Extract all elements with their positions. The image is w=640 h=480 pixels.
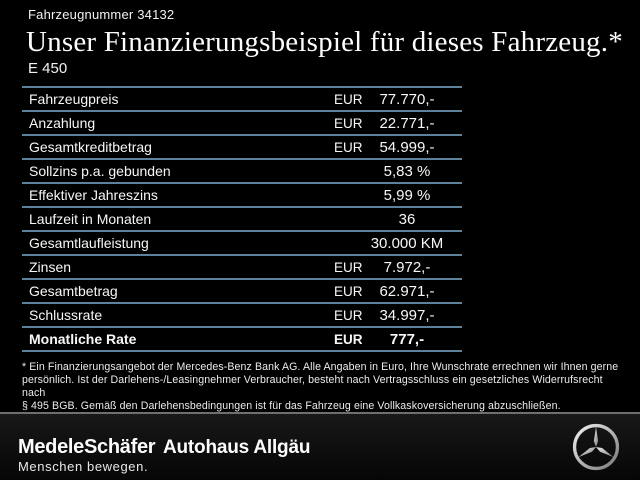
table-row: Effektiver Jahreszins 5,99 % [22,182,462,206]
table-row: Gesamtlaufleistung 30.000 KM [22,230,462,254]
row-currency: EUR [334,115,363,131]
row-value: 5,99 % [383,186,431,204]
row-value: 62.971,- [379,282,435,300]
row-label: Zinsen [29,259,72,275]
vehicle-number: Fahrzeugnummer 34132 [28,7,175,22]
row-value: 34.997,- [379,306,435,324]
row-currency: EUR [334,283,363,299]
footnote-line: * Ein Finanzierungsangebot der Mercedes-… [22,361,619,373]
row-value: 36 [398,210,416,228]
mercedes-benz-star-icon [572,423,620,471]
row-value: 777,- [389,330,425,348]
row-label: Gesamtkreditbetrag [29,139,152,155]
dealer-secondary-logo: Autohaus Allgäu [163,437,311,458]
row-currency: EUR [334,139,363,155]
row-label: Gesamtlaufleistung [29,235,149,251]
dealer-logo: MedeleSchäfer [18,436,156,458]
footer-divider [0,412,640,414]
table-row: Sollzins p.a. gebunden 5,83 % [22,158,462,182]
row-value: 54.999,- [379,138,435,156]
table-row: Gesamtkreditbetrag EUR 54.999,- [22,134,462,158]
row-currency: EUR [334,91,363,107]
footnote: * Ein Finanzierungsangebot der Mercedes-… [22,361,628,413]
row-value: 22.771,- [379,114,435,132]
row-label: Monatliche Rate [29,331,137,347]
row-value: 77.770,- [379,90,435,108]
row-label: Laufzeit in Monaten [29,211,152,227]
row-currency: EUR [334,307,363,323]
row-label: Sollzins p.a. gebunden [29,163,171,179]
table-row: Fahrzeugpreis EUR 77.770,- [22,86,462,110]
page-title: Unser Finanzierungsbeispiel für dieses F… [26,26,623,58]
row-value: 5,83 % [383,162,431,180]
table-row: Laufzeit in Monaten 36 [22,206,462,230]
table-row: Schlussrate EUR 34.997,- [22,302,462,326]
row-value: 7.972,- [383,258,431,276]
table-row: Zinsen EUR 7.972,- [22,254,462,278]
table-row: Gesamtbetrag EUR 62.971,- [22,278,462,302]
row-label: Fahrzeugpreis [29,91,119,107]
footnote-line: persönlich. Ist der Darlehens-/Leasingne… [22,374,603,399]
vehicle-model: E 450 [28,60,68,77]
finance-table: Fahrzeugpreis EUR 77.770,- Anzahlung EUR 22.7… [22,86,462,352]
row-value: 30.000 KM [370,234,444,252]
row-label: Gesamtbetrag [29,283,118,299]
row-currency: EUR [334,331,363,347]
dealer-tagline: Menschen bewegen. [18,459,149,474]
row-currency: EUR [334,259,363,275]
row-label: Effektiver Jahreszins [29,187,158,203]
row-label: Schlussrate [29,307,103,323]
footer-bar: MedeleSchäfer Menschen bewegen. Autohaus… [0,414,640,480]
row-label: Anzahlung [29,115,96,131]
table-row: Monatliche Rate EUR 777,- [22,326,462,350]
table-row: Anzahlung EUR 22.771,- [22,110,462,134]
footnote-line: § 495 BGB. Gemäß den Darlehensbedingunge… [22,400,561,412]
